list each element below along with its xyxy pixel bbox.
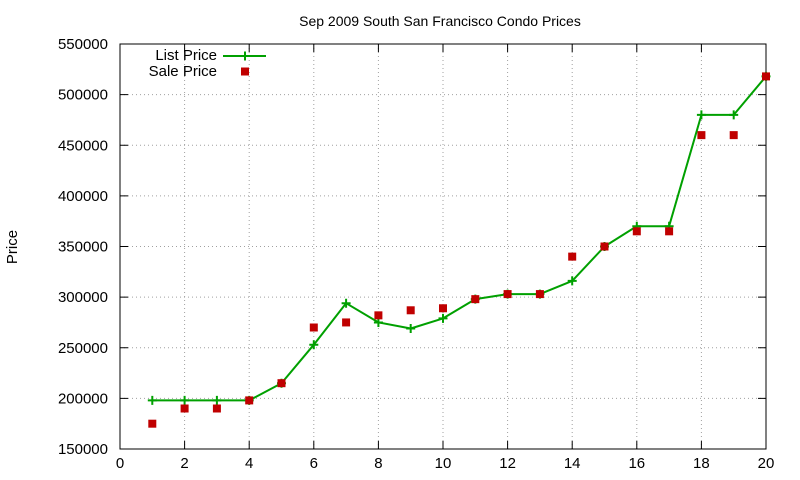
list-price-point bbox=[309, 340, 319, 350]
x-tick-label: 18 bbox=[693, 455, 710, 472]
legend-label-list-price: List Price bbox=[155, 47, 217, 64]
chart-title: Sep 2009 South San Francisco Condo Price… bbox=[299, 13, 581, 29]
list-price-point bbox=[147, 395, 157, 405]
sale-price-point bbox=[148, 419, 157, 428]
sale-price-point bbox=[309, 323, 318, 332]
legend-marker-sale-price bbox=[241, 67, 249, 76]
sale-price-point bbox=[245, 396, 254, 405]
sale-price-point bbox=[406, 306, 415, 315]
x-tick-label: 12 bbox=[499, 455, 516, 472]
sale-price-point bbox=[665, 227, 674, 236]
x-tick-label: 4 bbox=[245, 455, 253, 472]
list-price-point bbox=[180, 395, 190, 405]
sale-price-point bbox=[471, 295, 480, 304]
x-tick-label: 6 bbox=[310, 455, 318, 472]
sale-price-point bbox=[697, 131, 706, 140]
list-price-point bbox=[341, 298, 351, 308]
x-tick-label: 2 bbox=[180, 455, 188, 472]
sale-price-point bbox=[180, 404, 189, 413]
y-tick-label: 150000 bbox=[58, 441, 108, 458]
x-tick-label: 20 bbox=[758, 455, 775, 472]
sale-price-point bbox=[568, 252, 577, 261]
sale-price-point bbox=[439, 304, 447, 313]
y-tick-label: 200000 bbox=[58, 390, 108, 407]
list-price-point bbox=[373, 317, 383, 327]
list-price-point bbox=[212, 395, 222, 405]
y-tick-label: 400000 bbox=[58, 188, 108, 205]
legend-marker-list-price bbox=[240, 51, 250, 61]
sale-price-point bbox=[277, 379, 286, 388]
y-tick-label: 450000 bbox=[58, 137, 108, 154]
sale-price-point bbox=[600, 242, 609, 251]
sale-price-point bbox=[762, 72, 770, 81]
x-tick-label: 16 bbox=[628, 455, 645, 472]
sale-price-point bbox=[535, 290, 544, 299]
sale-price-point bbox=[374, 311, 383, 320]
list-price-point bbox=[438, 313, 448, 323]
x-tick-label: 8 bbox=[374, 455, 382, 472]
legend-label-sale-price: Sale Price bbox=[149, 63, 217, 80]
y-tick-label: 300000 bbox=[58, 289, 108, 306]
sale-price-point bbox=[342, 318, 351, 327]
series-line-list-price bbox=[152, 75, 767, 402]
y-tick-label: 500000 bbox=[58, 87, 108, 104]
sale-price-point bbox=[212, 404, 221, 413]
x-tick-label: 0 bbox=[116, 455, 124, 472]
sale-price-point bbox=[503, 290, 512, 299]
y-tick-label: 550000 bbox=[58, 36, 108, 53]
legend: List Price Sale Price bbox=[149, 47, 266, 80]
grid-lines bbox=[120, 44, 766, 449]
list-price-point bbox=[406, 324, 416, 334]
y-axis-label: Price bbox=[4, 230, 21, 264]
list-price-point bbox=[696, 110, 706, 120]
axis-ticks: 0 2 4 6 8 10 12 14 16 18 20 150000 200000 250000 30000… bbox=[58, 36, 774, 472]
x-tick-label: 10 bbox=[435, 455, 452, 472]
x-tick-label: 14 bbox=[564, 455, 581, 472]
sale-price-point bbox=[729, 131, 738, 140]
data-series bbox=[147, 71, 771, 428]
y-tick-label: 350000 bbox=[58, 239, 108, 256]
sale-price-point bbox=[632, 227, 641, 236]
list-price-point bbox=[729, 110, 739, 120]
list-price-point bbox=[567, 276, 577, 286]
y-tick-label: 250000 bbox=[58, 340, 108, 357]
